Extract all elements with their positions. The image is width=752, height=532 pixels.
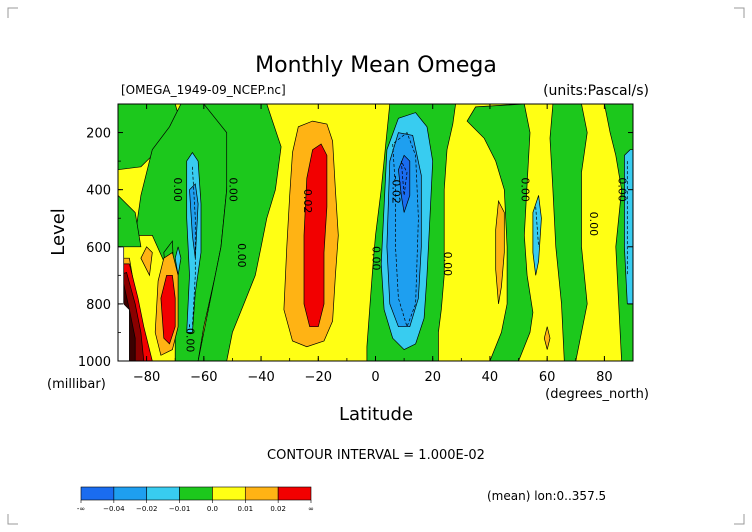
region-orange-n-small xyxy=(543,326,551,350)
colorbar-swatch xyxy=(244,486,279,501)
contour-fill-group xyxy=(118,104,633,361)
region-blue-left xyxy=(189,183,199,259)
chart-title: Monthly Mean Omega xyxy=(255,53,497,78)
colorbar-swatch xyxy=(212,486,246,501)
region-neg-midlat-n xyxy=(466,104,534,361)
region-orange-n xyxy=(495,199,505,304)
contour-label: 0.00 xyxy=(587,212,600,237)
colorbar-label: -∞ xyxy=(77,505,85,513)
contour-label: 0.00 xyxy=(441,252,454,277)
x-tick-label: 20 xyxy=(424,370,441,385)
contour-label: 0.00 xyxy=(227,177,240,202)
file-label: [OMEGA_1949-09_NCEP.nc] xyxy=(121,83,286,97)
y-tick-label: 400 xyxy=(86,184,111,199)
x-axis-label: Latitude xyxy=(339,404,413,425)
colorbar-label: 0.01 xyxy=(237,505,253,513)
x-tick-label: 60 xyxy=(539,370,556,385)
y-tick-label: 1000 xyxy=(78,355,111,370)
x-tick-label: −20 xyxy=(305,370,332,385)
units-label: (units:Pascal/s) xyxy=(543,83,649,99)
region-cyan-n-small xyxy=(532,195,542,276)
contour-label: -0.02 xyxy=(390,175,403,203)
y-axis-units: (millibar) xyxy=(47,377,106,392)
x-tick-label: −60 xyxy=(190,370,217,385)
x-axis-units: (degrees_north) xyxy=(545,387,649,402)
contour-label: 0.00 xyxy=(235,243,248,268)
crop-mark-0 xyxy=(7,7,18,18)
colorbar-swatch xyxy=(80,486,115,501)
contour-label: 0.02 xyxy=(301,189,314,214)
crop-mark-1 xyxy=(734,7,745,18)
contour-interval-text: CONTOUR INTERVAL = 1.000E-02 xyxy=(267,448,485,463)
region-neg-n-band xyxy=(549,104,588,361)
contour-label: 0.00 xyxy=(370,246,383,271)
dashed-contour-tropics-inner xyxy=(400,160,408,196)
dashed-contour-left xyxy=(192,166,196,327)
crop-mark-2 xyxy=(7,514,18,525)
colorbar-label: −0.02 xyxy=(136,505,157,513)
region-orange-tiny xyxy=(140,246,153,277)
contour-label: -0.00 xyxy=(184,324,197,352)
colorbar-label: −0.01 xyxy=(169,505,190,513)
colorbar-swatch xyxy=(113,486,148,501)
y-tick-label: 800 xyxy=(86,298,111,313)
colorbar-swatch xyxy=(179,486,213,501)
colorbar-label: 0.0 xyxy=(207,505,218,513)
colorbar-label: −0.04 xyxy=(103,505,125,513)
region-cyan-left-small xyxy=(174,246,182,276)
contour-label: 0.00 xyxy=(616,177,629,202)
y-axis-label: Level xyxy=(48,208,69,256)
x-tick-label: 0 xyxy=(371,370,379,385)
x-tick-label: 80 xyxy=(596,370,613,385)
colorbar-swatch xyxy=(146,486,180,501)
region-cyan-pole-n xyxy=(624,149,633,305)
colorbar-label: ∞ xyxy=(308,505,314,513)
y-tick-label: 200 xyxy=(86,127,111,142)
region-neg-far-left xyxy=(118,194,142,248)
dashed-contour-tropics xyxy=(392,132,419,328)
contour-label: 0.00 xyxy=(171,177,184,202)
colorbar-label: 0.02 xyxy=(270,505,286,513)
crop-mark-3 xyxy=(734,514,745,525)
x-tick-label: −40 xyxy=(247,370,274,385)
x-tick-label: 40 xyxy=(482,370,499,385)
region-darkblue-tropics xyxy=(398,154,411,213)
region-neg-midlat-s xyxy=(197,104,282,361)
dashed-contour-n xyxy=(535,206,539,247)
region-red-left xyxy=(160,274,176,345)
contour-label: 0.00 xyxy=(518,177,531,202)
x-tick-label: −80 xyxy=(133,370,160,385)
mean-text: (mean) lon:0..357.5 xyxy=(487,489,606,503)
colorbar-swatch xyxy=(277,486,312,501)
region-red-subtrop xyxy=(303,143,328,328)
y-tick-label: 600 xyxy=(86,241,111,256)
